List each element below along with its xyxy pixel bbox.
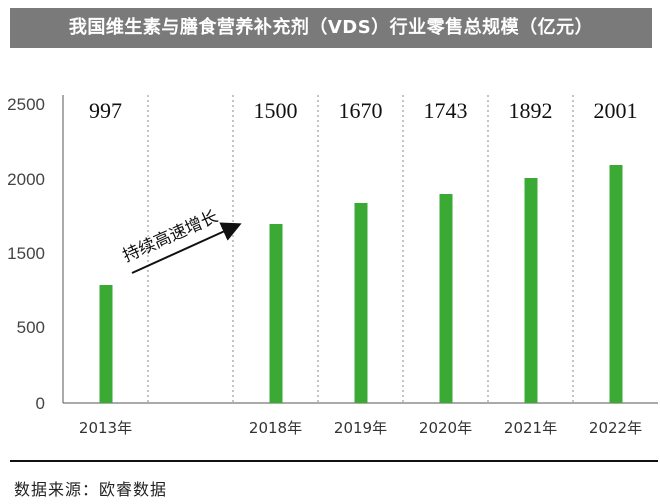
data-label: 1892 bbox=[509, 98, 553, 123]
y-tick-label: 500 bbox=[17, 318, 45, 337]
bar bbox=[99, 285, 113, 403]
bar bbox=[439, 194, 453, 403]
source-note: 数据来源：欧睿数据 bbox=[14, 480, 168, 499]
data-label: 2001 bbox=[594, 98, 638, 123]
bar bbox=[524, 178, 538, 403]
data-label: 1670 bbox=[339, 98, 383, 123]
bar bbox=[354, 203, 368, 403]
growth-annotation: 持续高速增长 bbox=[120, 207, 221, 267]
growth-arrow bbox=[131, 222, 242, 274]
x-tick-label: 2013年 bbox=[79, 419, 132, 437]
x-tick-label: 2019年 bbox=[334, 419, 387, 437]
data-label: 1743 bbox=[424, 98, 468, 123]
bar-chart: 0 500 1500 2000 2500 997 2013年 1500 2018年 1670 201… bbox=[7, 95, 658, 437]
y-tick-label: 2000 bbox=[7, 170, 45, 189]
title-bar: 我国维生素与膳食营养补充剂（VDS）行业零售总规模（亿元） bbox=[10, 8, 652, 48]
y-tick-label: 0 bbox=[36, 394, 45, 413]
x-tick-label: 2022年 bbox=[589, 419, 642, 437]
y-tick-label: 2500 bbox=[7, 95, 45, 114]
data-label: 1500 bbox=[254, 98, 298, 123]
x-tick-label: 2021年 bbox=[504, 419, 557, 437]
x-tick-label: 2018年 bbox=[249, 419, 302, 437]
bottom-divider bbox=[10, 460, 658, 462]
bar bbox=[269, 224, 283, 403]
chart-title: 我国维生素与膳食营养补充剂（VDS）行业零售总规模（亿元） bbox=[68, 17, 594, 38]
x-tick-label: 2020年 bbox=[419, 419, 472, 437]
y-tick-label: 1500 bbox=[7, 244, 45, 263]
bar bbox=[609, 165, 623, 403]
data-label: 997 bbox=[89, 98, 122, 123]
